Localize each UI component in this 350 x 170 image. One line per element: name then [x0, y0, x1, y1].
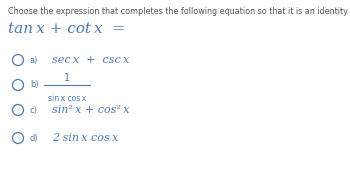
- Text: sec x  +  csc x: sec x + csc x: [52, 55, 129, 65]
- Text: Choose the expression that completes the following equation so that it is an ide: Choose the expression that completes the…: [8, 7, 349, 16]
- Text: 2 sin x cos x: 2 sin x cos x: [52, 133, 118, 143]
- Text: sin x cos x: sin x cos x: [48, 94, 86, 103]
- Text: 1: 1: [64, 73, 70, 83]
- Text: c): c): [30, 106, 38, 115]
- Text: d): d): [30, 133, 38, 142]
- Text: b): b): [30, 81, 38, 89]
- Text: sin² x + cos² x: sin² x + cos² x: [52, 105, 130, 115]
- Text: a): a): [30, 55, 38, 64]
- Text: tan x + cot x  =: tan x + cot x =: [8, 22, 125, 36]
